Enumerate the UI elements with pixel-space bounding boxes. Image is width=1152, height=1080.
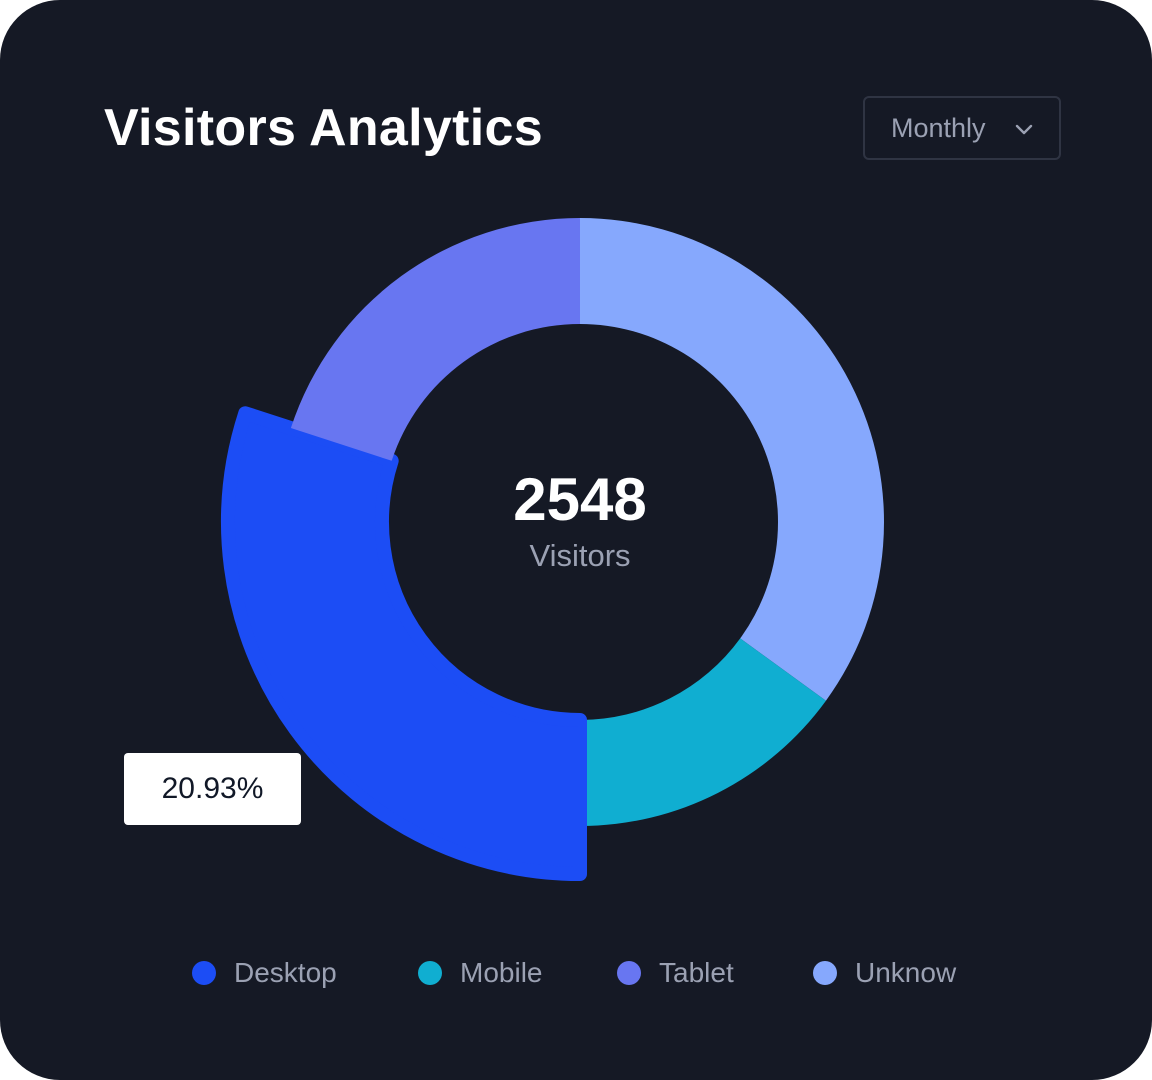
card-title: Visitors Analytics: [104, 99, 543, 157]
slice-unknow[interactable]: [580, 218, 885, 701]
legend-item-unknow[interactable]: Unknow: [813, 950, 956, 996]
legend-item-mobile[interactable]: Mobile: [418, 950, 542, 996]
total-visitors-label: Visitors: [529, 538, 631, 573]
slice-desktop[interactable]: [221, 406, 587, 881]
legend-label-tablet: Tablet: [659, 957, 734, 988]
legend-dot-unknow: [813, 961, 837, 985]
legend-item-tablet[interactable]: Tablet: [617, 950, 734, 996]
legend-label-unknow: Unknow: [855, 957, 957, 988]
legend-dot-mobile: [418, 961, 442, 985]
legend-item-desktop[interactable]: Desktop: [192, 950, 337, 996]
slice-tablet[interactable]: [290, 218, 580, 461]
slice-mobile[interactable]: [580, 638, 826, 826]
chart-legend: Desktop Mobile Tablet Unknow: [0, 950, 1152, 996]
legend-dot-desktop: [192, 961, 216, 985]
total-visitors-value: 2548: [513, 466, 647, 533]
legend-label-desktop: Desktop: [234, 957, 337, 988]
slice-tooltip: 20.93%: [124, 753, 301, 825]
legend-dot-tablet: [617, 961, 641, 985]
chevron-down-icon: [1015, 124, 1033, 135]
period-select-value: Monthly: [891, 112, 986, 143]
legend-label-mobile: Mobile: [460, 957, 543, 988]
period-select[interactable]: Monthly: [863, 96, 1061, 160]
